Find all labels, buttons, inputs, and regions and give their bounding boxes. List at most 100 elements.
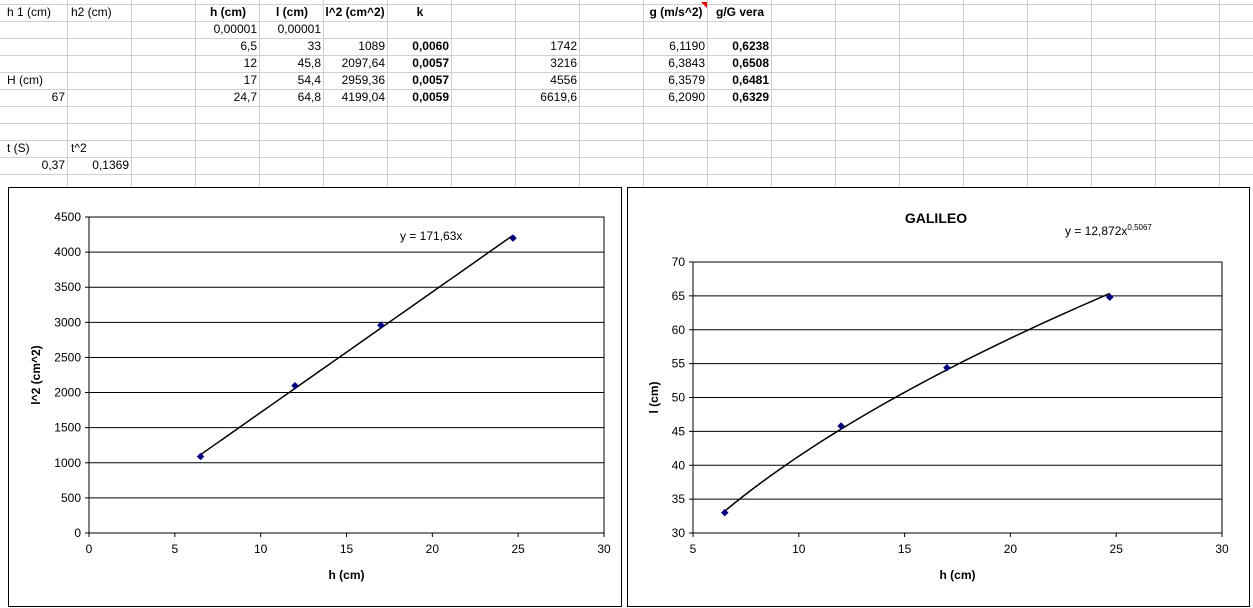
x-tick-label: 20 [426, 542, 440, 556]
trendline-equation: y = 171,63x [400, 229, 462, 243]
row-gridline [0, 72, 1253, 73]
row-gridline [0, 21, 1253, 22]
cell-h[interactable]: 6,5 [240, 39, 257, 53]
cell-ratio[interactable]: 0,6481 [732, 73, 769, 87]
cell-l2[interactable]: 2959,36 [341, 73, 385, 87]
row-gridline [0, 4, 1253, 5]
cell-h[interactable]: 0,00001 [213, 22, 257, 36]
x-tick-label: 30 [1215, 542, 1229, 556]
cell-x[interactable]: 3216 [550, 56, 577, 70]
y-tick-label: 500 [61, 491, 81, 505]
cell-l[interactable]: 64,8 [297, 90, 321, 104]
x-tick-label: 15 [898, 542, 912, 556]
comment-indicator[interactable] [701, 2, 707, 8]
y-tick-label: 1500 [54, 421, 81, 435]
cell-h2-label[interactable]: h2 (cm) [71, 5, 112, 19]
cell-l2[interactable]: 4199,04 [341, 90, 385, 104]
cell-ratio[interactable]: 0,6508 [732, 56, 769, 70]
data-point[interactable] [720, 508, 729, 517]
y-tick-label: 70 [672, 255, 686, 269]
y-tick-label: 35 [672, 492, 686, 506]
row-gridline [0, 55, 1253, 56]
header-g[interactable]: g (m/s^2) [649, 5, 703, 19]
chart-galileo-svg: GALILEO 30 35 40 45 50 55 60 65 70 5 10 15 20 25 30 y … [647, 210, 1229, 582]
cell-h[interactable]: 17 [243, 73, 257, 87]
row-gridline [0, 123, 1253, 124]
row-gridline [0, 106, 1253, 107]
cell-t2-label[interactable]: t^2 [71, 141, 87, 155]
cell-l2[interactable]: 2097,64 [341, 56, 385, 70]
data-point[interactable] [376, 321, 385, 330]
data-point[interactable] [509, 234, 517, 242]
cell-l[interactable]: 33 [307, 39, 321, 53]
cell-g[interactable]: 6,3843 [668, 56, 705, 70]
x-tick-label: 25 [511, 542, 525, 556]
y-tick-label: 3500 [54, 280, 81, 294]
header-l[interactable]: l (cm) [275, 5, 308, 19]
cell-k[interactable]: 0,0059 [412, 90, 449, 104]
data-point[interactable] [943, 363, 951, 372]
cell-ratio[interactable]: 0,6329 [732, 90, 769, 104]
cell-l[interactable]: 0,00001 [277, 22, 321, 36]
cell-l[interactable]: 54,4 [297, 73, 321, 87]
y-axis-title: l (cm) [647, 381, 661, 413]
row-gridline [0, 157, 1253, 158]
y-tick-label: 4000 [54, 245, 81, 259]
row-gridline [0, 174, 1253, 175]
cell-h[interactable]: 24,7 [233, 90, 257, 104]
cell-t2-value[interactable]: 0,1369 [92, 158, 129, 172]
cell-h[interactable]: 12 [243, 56, 257, 70]
x-tick-label: 0 [86, 542, 93, 556]
cell-x[interactable]: 4556 [550, 73, 577, 87]
y-tick-label: 1000 [54, 456, 81, 470]
x-tick-label: 30 [597, 542, 611, 556]
cell-g[interactable]: 6,3579 [668, 73, 705, 87]
trendline [200, 234, 514, 456]
cell-ratio[interactable]: 0,6238 [732, 39, 769, 53]
y-tick-label: 45 [672, 424, 686, 438]
x-tick-label: 20 [1004, 542, 1018, 556]
cell-x[interactable]: 6619,6 [540, 90, 577, 104]
header-k[interactable]: k [416, 5, 424, 19]
chart-l2-vs-h[interactable]: 0 500 1000 1500 2000 2500 3000 3500 4000 4500 0 5 10… [8, 187, 622, 607]
cell-H-value[interactable]: 67 [51, 90, 65, 104]
y-tick-label: 40 [672, 458, 686, 472]
cell-g[interactable]: 6,2090 [668, 90, 705, 104]
cell-l[interactable]: 45,8 [297, 56, 321, 70]
chart-galileo[interactable]: GALILEO 30 35 40 45 50 55 60 65 70 5 10 15 20 25 30 y … [627, 187, 1250, 607]
cell-g[interactable]: 6,1190 [669, 39, 705, 53]
trendline [724, 292, 1111, 512]
y-tick-label: 60 [672, 323, 686, 337]
header-ratio[interactable]: g/G vera [715, 5, 765, 19]
data-point[interactable] [196, 452, 205, 461]
x-tick-label: 25 [1110, 542, 1124, 556]
trendline-equation: y = 12,872x0,5067 [1065, 223, 1152, 238]
y-axis-title: l^2 (cm^2) [29, 345, 43, 404]
cell-H-label[interactable]: H (cm) [7, 73, 43, 87]
data-point[interactable] [837, 422, 845, 430]
cell-k[interactable]: 0,0060 [412, 39, 449, 53]
chart-title: GALILEO [905, 210, 967, 226]
plot-area [88, 216, 605, 534]
y-tick-label: 0 [74, 526, 81, 540]
cell-k[interactable]: 0,0057 [412, 73, 449, 87]
cell-t-value[interactable]: 0,37 [41, 158, 65, 172]
x-tick-label: 10 [792, 542, 806, 556]
y-tick-label: 65 [672, 289, 686, 303]
header-h[interactable]: h (cm) [210, 5, 246, 19]
y-tick-label: 2500 [54, 350, 81, 364]
y-tick-label: 50 [672, 391, 686, 405]
cell-t-label[interactable]: t (S) [7, 141, 30, 155]
cell-h1-label[interactable]: h 1 (cm) [7, 5, 52, 19]
x-axis-title: h (cm) [940, 568, 976, 582]
data-point[interactable] [291, 381, 299, 390]
x-tick-label: 5 [171, 542, 178, 556]
header-l2[interactable]: l^2 (cm^2) [325, 5, 385, 19]
cell-k[interactable]: 0,0057 [412, 56, 449, 70]
x-axis-title: h (cm) [329, 568, 365, 582]
chart-l2-vs-h-svg: 0 500 1000 1500 2000 2500 3000 3500 4000 4500 0 5 10… [29, 210, 611, 582]
data-point[interactable] [1105, 293, 1114, 302]
cell-x[interactable]: 1742 [550, 39, 577, 53]
cell-l2[interactable]: 1089 [358, 39, 385, 53]
y-tick-label: 4500 [54, 210, 81, 224]
